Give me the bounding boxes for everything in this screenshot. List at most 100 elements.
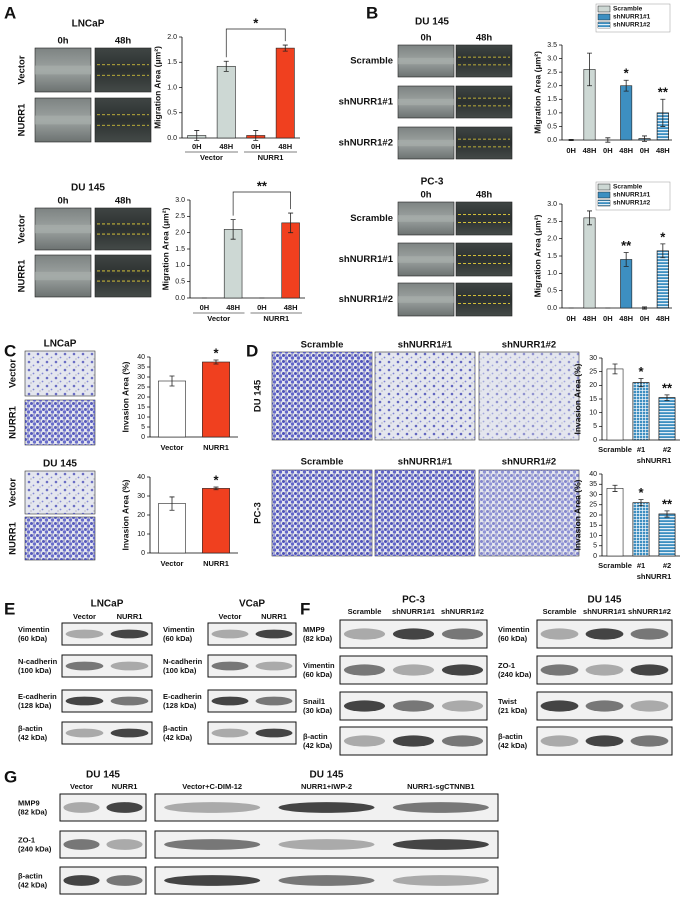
blot-band [106,875,143,886]
row-label: Vector [8,359,19,388]
y-tick-label: 40 [137,474,145,481]
wound-gap [35,65,91,75]
y-tick-label: 2.0 [167,34,177,41]
group-label: shNURR1 [637,572,672,581]
x-tick-label: 48H [619,314,633,323]
y-axis-label: Migration Area (μm²) [532,51,542,134]
column-header: Scramble [301,457,344,468]
y-tick-label: 2.5 [547,69,557,76]
y-tick-label: 20 [137,512,145,519]
cell-line-title: PC-3 [421,177,444,188]
blot-band [63,839,100,850]
lane-label: Vector [70,782,93,791]
blot-band [540,700,579,712]
y-tick-label: 10 [137,414,145,421]
error-bar [213,486,219,491]
y-tick-label: 1.0 [547,110,557,117]
y-tick-label: 3.0 [547,201,557,208]
blot-band [65,629,104,639]
bar [281,222,300,299]
protein-size: (82 kDa) [303,634,333,643]
scratch-image [455,85,513,119]
lane-label: shNURR1#1 [583,607,626,616]
x-tick-label: 48H [656,314,670,323]
y-tick-label: 2.0 [547,236,557,243]
blot-band [65,696,104,706]
wound-gap [35,115,91,125]
x-tick-label: Scramble [598,561,632,570]
significance-mark: ** [662,380,673,395]
x-tick-label: #1 [637,561,645,570]
error-bar [213,359,219,365]
legend-swatch [597,191,611,199]
column-header: shNURR1#1 [398,340,453,351]
protein-size: (60 kDa) [163,634,193,643]
blot-strip [207,654,297,678]
blot-band [164,839,261,850]
significance-mark: * [253,15,259,30]
protein-label: Snail1 [303,697,325,706]
blot-title: PC-3 [402,595,425,606]
y-tick-label: 40 [137,354,145,361]
protein-size: (42 kDa) [498,741,528,750]
legend-label: shNURR1#1 [613,192,651,199]
y-tick-label: 0.5 [175,279,185,286]
protein-label: E-cadherin [18,692,57,701]
blot-strip [61,721,153,745]
blot-band [278,839,375,850]
scratch-image [455,201,513,236]
blot-band [392,735,435,747]
row-label: Scramble [350,213,393,224]
protein-label: N-cadherin [18,657,58,666]
legend-pattern [598,200,610,206]
blot-strip [61,689,153,713]
blot-title: LNCaP [91,599,124,610]
cell-line-title: DU 145 [415,17,449,28]
row-label: Vector [17,214,28,243]
significance-mark: * [213,473,219,488]
lane-label: NURR1 [117,612,143,621]
legend-swatch [597,13,611,21]
blot-band [211,728,249,738]
x-tick-label: 0H [566,146,576,155]
y-tick-label: 25 [589,502,597,509]
x-tick-label: 0H [251,142,261,151]
blot-strip [207,622,297,646]
y-tick-label: 5 [593,423,597,430]
y-tick-label: 10 [589,410,597,417]
row-label: shNURR1#2 [339,138,393,149]
panel-label: E [4,599,15,618]
y-tick-label: 1.5 [167,59,177,66]
y-tick-label: 25 [137,384,145,391]
blot-strip [207,721,297,745]
legend-swatch [597,183,611,191]
protein-size: (240 kDa) [498,670,532,679]
protein-size: (42 kDa) [18,733,48,742]
lane-label: shNURR1#1 [392,607,435,616]
blot-band [164,875,261,886]
column-header: Scramble [301,340,344,351]
blot-band [211,629,249,639]
scratch-image [94,97,152,143]
significance-mark: ** [257,178,268,193]
timepoint-header: 48h [476,190,493,201]
bar-pattern [658,513,676,557]
blot-band [255,661,293,671]
x-tick-label: #2 [663,561,671,570]
blot-band [392,700,435,712]
row-label: Vector [17,55,28,84]
group-label: NURR1 [263,314,289,323]
y-tick-label: 0 [141,550,145,557]
bar [275,47,295,139]
bar [202,361,230,438]
column-header: shNURR1#2 [502,457,556,468]
y-tick-label: 10 [137,531,145,538]
group-label: Vector [207,314,230,323]
significance-bracket [225,28,286,58]
bar-pattern [632,382,650,441]
error-bar [169,496,175,511]
protein-label: E-cadherin [163,692,202,701]
lane-label: Vector [73,612,96,621]
error-bar [623,79,629,92]
blot-band [441,664,484,676]
